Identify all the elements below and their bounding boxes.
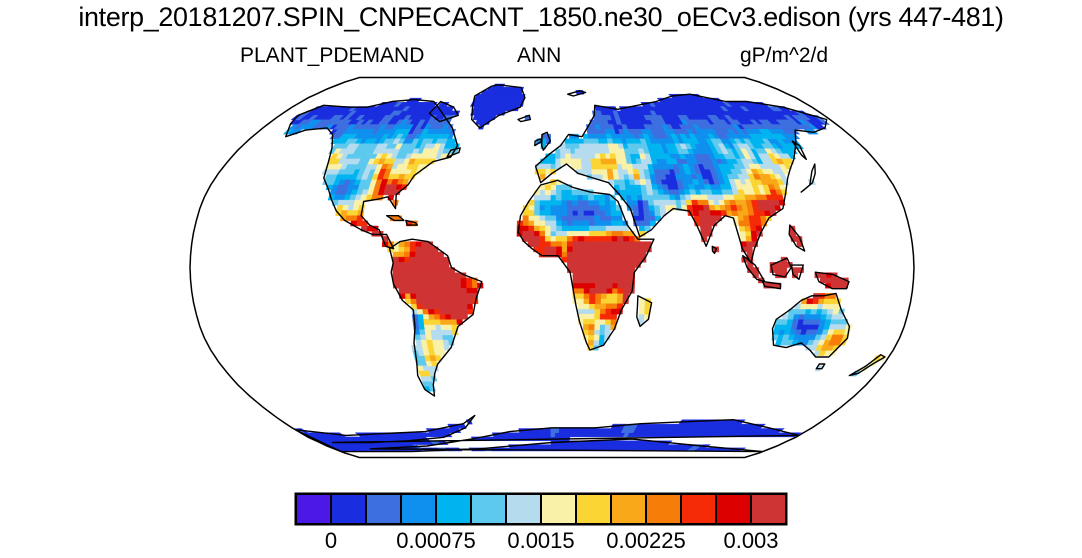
map-background [150, 70, 950, 470]
colorbar-swatches [294, 492, 788, 526]
figure-title: interp_20181207.SPIN_CNPECACNT_1850.ne30… [78, 2, 1004, 32]
coastline [770, 257, 792, 278]
colorbar-bin [472, 495, 505, 523]
coastline-layer [285, 84, 886, 453]
coastline [541, 131, 551, 151]
colorbar-bin [402, 495, 435, 523]
colorbar-bin [682, 495, 715, 523]
colorbar-tick: 0.00075 [396, 528, 476, 553]
colorbar-bin [717, 495, 750, 523]
colorbar-bin [297, 495, 330, 523]
colorbar-bin [437, 495, 470, 523]
colorbar-tick-labels: 0 0.00075 0.0015 0.00225 0.003 [290, 528, 792, 558]
colorbar-bin [507, 495, 540, 523]
coastline [428, 100, 459, 123]
coastline [386, 215, 405, 222]
coastline [294, 414, 800, 453]
coastline [711, 245, 718, 255]
coastline [567, 90, 587, 97]
coastline [790, 264, 804, 280]
colorbar-bin [647, 495, 680, 523]
coastline [388, 238, 483, 397]
colorbar-bin [577, 495, 610, 523]
coastline [791, 140, 807, 161]
colorbar-tick: 0.003 [723, 528, 779, 553]
coastline [800, 163, 816, 193]
projection-outline [189, 76, 915, 459]
colorbar-tick: 0.0015 [507, 528, 575, 553]
colorbar: 0 0.00075 0.0015 0.00225 0.003 [290, 488, 792, 558]
world-map-heatmap [150, 70, 950, 470]
coastline [517, 179, 655, 351]
data-cell-group [360, 184, 849, 320]
coastline [762, 280, 782, 290]
colorbar-bin [752, 495, 785, 523]
coastline [771, 292, 851, 358]
coastline [742, 255, 766, 283]
coastline [814, 271, 850, 290]
coastline [471, 84, 526, 129]
colorbar-tick: 0.00225 [606, 528, 686, 553]
coastline [285, 98, 459, 250]
map-panel [150, 70, 950, 470]
season-label: ANN [517, 44, 562, 67]
coastline [405, 219, 418, 226]
colorbar-bin [332, 495, 365, 523]
coastline [517, 114, 532, 123]
coastline [636, 295, 653, 328]
coastline [788, 224, 806, 252]
colorbar-bin [612, 495, 645, 523]
coastline [446, 147, 461, 158]
coastline [534, 93, 828, 264]
coastline [848, 354, 886, 377]
data-cells-layer [282, 83, 888, 452]
colorbar-tick: 0 [324, 528, 338, 553]
coastline [534, 138, 543, 147]
variable-label: PLANT_PDEMAND [240, 44, 425, 67]
units-label: gP/m^2/d [740, 44, 829, 67]
colorbar-bin [542, 495, 575, 523]
colorbar-bin [367, 495, 400, 523]
coastline [815, 363, 826, 370]
